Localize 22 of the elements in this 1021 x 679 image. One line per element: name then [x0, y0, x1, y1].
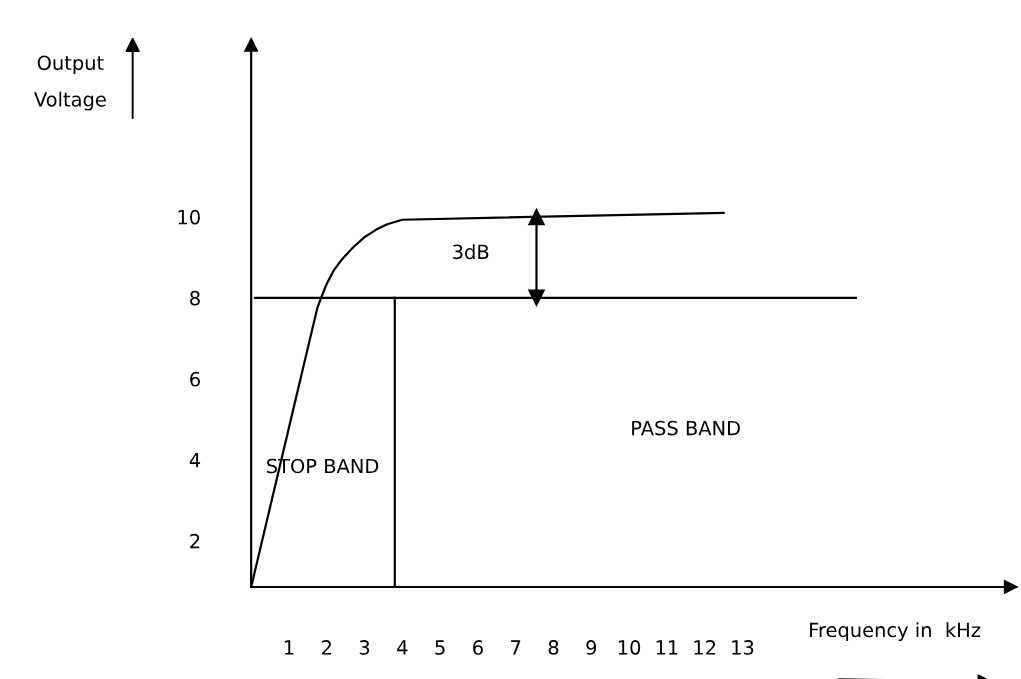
y-axis-title: Output Voltage [34, 55, 106, 111]
x-tick-label: 10 [618, 640, 641, 655]
x-tick-label: 7 [511, 640, 521, 655]
x-tick-label: 2 [321, 640, 331, 655]
x-tick-label: 3 [359, 640, 370, 655]
x-tick-label: 11 [656, 640, 678, 655]
x-tick-label: 6 [473, 640, 483, 655]
x-tick-label: 8 [548, 640, 559, 655]
x-tick-label: 1 [284, 640, 294, 655]
annotation: 3dB [453, 244, 489, 260]
x-tick-label: 5 [435, 640, 445, 655]
x-tick-label: 12 [694, 640, 716, 655]
y-tick-label: 10 [178, 209, 200, 225]
y-tick-label: 2 [190, 533, 200, 549]
x-tick-label: 9 [586, 640, 597, 655]
x-tick-label: 13 [732, 640, 754, 655]
y-tick-label: 4 [189, 453, 201, 468]
y-tick-label: 6 [190, 371, 200, 387]
x-tick-label: 4 [397, 640, 408, 655]
annotation: PASS BAND [632, 420, 740, 436]
x-axis-title: Frequency in kHz [810, 622, 981, 642]
y-tick-label: 8 [190, 290, 200, 306]
